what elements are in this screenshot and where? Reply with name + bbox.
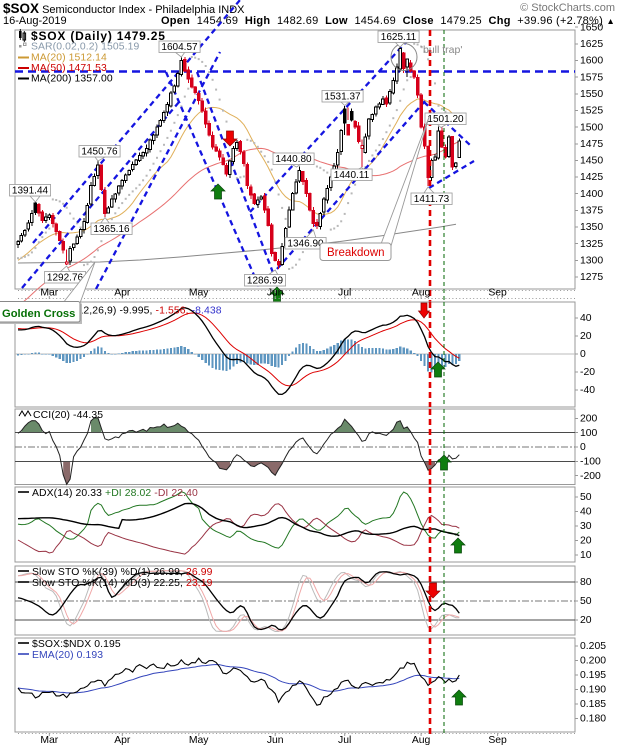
svg-text:0.190: 0.190 [580,685,606,696]
svg-text:1550: 1550 [580,89,603,100]
svg-text:Sep: Sep [488,735,507,746]
svg-text:20: 20 [580,615,592,626]
svg-text:-40: -40 [580,385,595,396]
svg-text:1450: 1450 [580,156,603,167]
svg-text:MA(200) 1357.00: MA(200) 1357.00 [31,74,113,85]
svg-text:0: 0 [580,442,586,453]
svg-text:1411.73: 1411.73 [414,194,450,205]
svg-text:80: 80 [580,577,592,588]
svg-text:SAR(0.02,0.2) 1505.19: SAR(0.02,0.2) 1505.19 [31,42,140,53]
svg-text:Jul: Jul [338,288,351,299]
svg-text:-20: -20 [580,367,595,378]
svg-text:Aug: Aug [412,735,431,746]
svg-text:1500: 1500 [580,122,603,133]
svg-text:1440.80: 1440.80 [275,154,312,165]
svg-text:1440.11: 1440.11 [334,170,370,181]
svg-text:1365.16: 1365.16 [93,224,130,235]
svg-text:20: 20 [580,536,592,547]
svg-text:1400: 1400 [580,189,603,200]
svg-text:Golden Cross: Golden Cross [2,308,75,320]
svg-text:Slow STO %K(14) %D(3) 22.25, 2: Slow STO %K(14) %D(3) 22.25, 23.19 [32,578,213,589]
svg-text:1600: 1600 [580,56,603,67]
svg-text:Aug: Aug [412,288,431,299]
svg-text:-200: -200 [580,471,601,482]
svg-text:100: 100 [580,428,598,439]
svg-text:EMA(20) 0.193: EMA(20) 0.193 [32,650,103,661]
svg-text:1650: 1650 [580,22,603,33]
svg-text:1625: 1625 [580,39,603,50]
svg-text:40: 40 [580,313,592,324]
svg-text:1275: 1275 [580,272,603,283]
svg-text:1604.57: 1604.57 [161,42,198,53]
svg-text:1525: 1525 [580,106,603,117]
svg-text:1531.37: 1531.37 [324,92,361,103]
svg-text:1425: 1425 [580,172,603,183]
svg-text:1575: 1575 [580,72,603,83]
svg-text:20: 20 [580,331,592,342]
svg-text:Apr: Apr [114,288,131,299]
svg-text:'bull trap': 'bull trap' [421,44,462,56]
svg-text:Slow STO %K(39) %D(1) 26.99, 2: Slow STO %K(39) %D(1) 26.99, 26.99 [32,567,213,578]
svg-text:Jun: Jun [267,735,284,746]
svg-text:0.185: 0.185 [580,699,606,710]
svg-text:1286.99: 1286.99 [247,276,284,287]
svg-text:1350: 1350 [580,222,603,233]
svg-text:30: 30 [580,521,592,532]
svg-text:MA(50) 1471.53: MA(50) 1471.53 [31,63,107,74]
svg-text:0.180: 0.180 [580,714,606,725]
svg-text:40: 40 [580,507,592,518]
svg-text:0.200: 0.200 [580,656,606,667]
svg-text:1391.44: 1391.44 [12,186,49,197]
svg-text:May: May [189,735,209,746]
svg-text:$SOX:$NDX 0.195: $SOX:$NDX 0.195 [32,639,121,650]
svg-text:1325: 1325 [580,239,603,250]
svg-text:10: 10 [580,550,592,561]
svg-text:50: 50 [580,596,592,607]
svg-text:1625.11: 1625.11 [381,32,417,43]
svg-text:MA(20) 1512.14: MA(20) 1512.14 [31,53,107,64]
svg-text:1475: 1475 [580,139,603,150]
svg-text:0.195: 0.195 [580,670,606,681]
svg-text:Sep: Sep [488,288,507,299]
svg-text:50: 50 [580,492,592,503]
svg-text:0.205: 0.205 [580,641,606,652]
svg-text:ADX(14) 20.33 +DI 28.02 -DI 22: ADX(14) 20.33 +DI 28.02 -DI 22.40 [32,488,198,499]
svg-text:Breakdown: Breakdown [327,247,385,259]
svg-text:1300: 1300 [580,256,603,267]
svg-text:Apr: Apr [114,735,131,746]
svg-text:May: May [189,288,209,299]
svg-text:1292.76: 1292.76 [47,273,84,284]
svg-text:Jun: Jun [267,288,284,299]
svg-text:CCI(20) -44.35: CCI(20) -44.35 [33,410,103,421]
svg-text:200: 200 [580,414,598,425]
svg-text:1450.76: 1450.76 [81,147,118,158]
svg-text:Mar: Mar [40,735,58,746]
svg-text:-100: -100 [580,457,601,468]
svg-text:Jul: Jul [338,735,351,746]
svg-text:Mar: Mar [40,288,58,299]
svg-text:$SOX (Daily) 1479.25: $SOX (Daily) 1479.25 [31,29,166,43]
svg-text:1501.20: 1501.20 [427,114,464,125]
svg-text:1375: 1375 [580,206,603,217]
svg-text:1346.90: 1346.90 [287,239,324,250]
svg-text:0: 0 [580,349,586,360]
svg-text:MACD(12,26,9) -9.995, -1.556,: MACD(12,26,9) -9.995, -1.556, -8.438 [43,306,222,317]
